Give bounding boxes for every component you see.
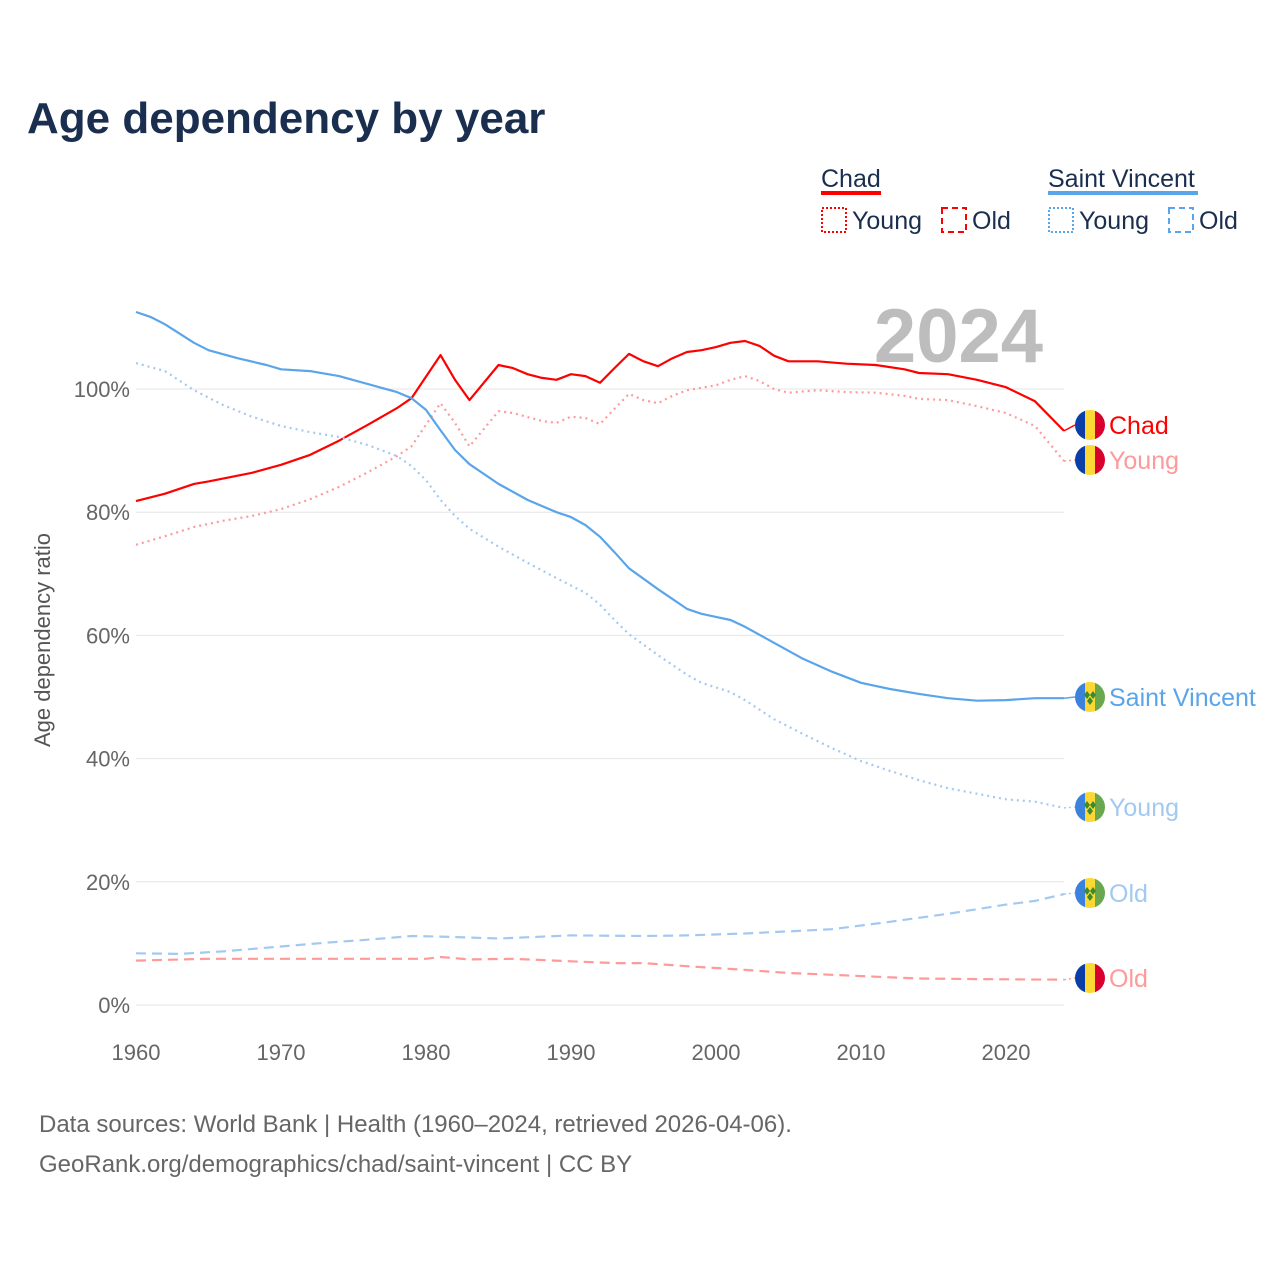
end-label: Chad: [1109, 412, 1169, 440]
series-line-chad: [135, 339, 1065, 503]
year-watermark: 2024: [874, 294, 1043, 379]
end-label: Young: [1109, 794, 1179, 822]
y-tick-label: 40%: [86, 747, 130, 772]
legend-young-swatch: [821, 207, 847, 233]
legend-old-label[interactable]: Old: [1199, 207, 1238, 235]
legend-old-swatch: [1168, 207, 1194, 233]
series-lines: [135, 310, 1065, 981]
legend-old-swatch: [941, 207, 967, 233]
y-tick-label: 20%: [86, 870, 130, 895]
x-tick-label: 2010: [837, 1040, 886, 1065]
footer-source: Data sources: World Bank | Health (1960–…: [39, 1111, 792, 1138]
end-label: Young: [1109, 447, 1179, 475]
grid: 0% 20% 40% 60% 80% 100% 1960 1970 1980 1990 2000 20…: [74, 377, 1064, 1065]
series-line-saint-vincent: [135, 310, 1064, 702]
legend-young-label[interactable]: Young: [852, 207, 922, 235]
end-label: Old: [1109, 880, 1148, 908]
x-tick-label: 2020: [982, 1040, 1031, 1065]
x-tick-label: 1980: [402, 1040, 451, 1065]
series-line-chad-old: [135, 955, 1065, 981]
chad-flag-icon: [1075, 963, 1105, 993]
x-tick-label: 1990: [547, 1040, 596, 1065]
x-tick-label: 1960: [112, 1040, 161, 1065]
legend-country-underline: [1048, 191, 1198, 195]
legend-country[interactable]: Saint Vincent: [1048, 165, 1195, 193]
y-tick-label: 0%: [98, 993, 130, 1018]
footer-link[interactable]: GeoRank.org/demographics/chad/saint-vinc…: [39, 1151, 632, 1178]
saint-vincent-flag-icon: [1075, 682, 1105, 712]
end-label: Saint Vincent: [1109, 684, 1256, 712]
y-tick-label: 60%: [86, 623, 130, 648]
x-tick-label: 2000: [692, 1040, 741, 1065]
legend-young-swatch: [1048, 207, 1074, 233]
legend-country-underline: [821, 191, 881, 195]
series-line-saint-vincent-young: [135, 362, 1065, 809]
legend-old-label[interactable]: Old: [972, 207, 1011, 235]
saint-vincent-flag-icon: [1075, 878, 1105, 908]
series-line-saint-vincent-old: [135, 893, 1065, 955]
legend-young-label[interactable]: Young: [1079, 207, 1149, 235]
legend-country[interactable]: Chad: [821, 165, 881, 193]
series-line-chad-young: [135, 375, 1065, 546]
end-labels: Chad Young Old Saint Vincent Young Old: [1063, 410, 1256, 993]
chad-flag-icon: [1075, 445, 1105, 475]
x-tick-label: 1970: [257, 1040, 306, 1065]
y-axis-label: Age dependency ratio: [30, 533, 55, 747]
y-tick-label: 100%: [74, 377, 130, 402]
end-label: Old: [1109, 965, 1148, 993]
y-tick-label: 80%: [86, 500, 130, 525]
chad-flag-icon: [1075, 410, 1105, 440]
chart-title: Age dependency by year: [27, 94, 545, 143]
saint-vincent-flag-icon: [1075, 792, 1105, 822]
